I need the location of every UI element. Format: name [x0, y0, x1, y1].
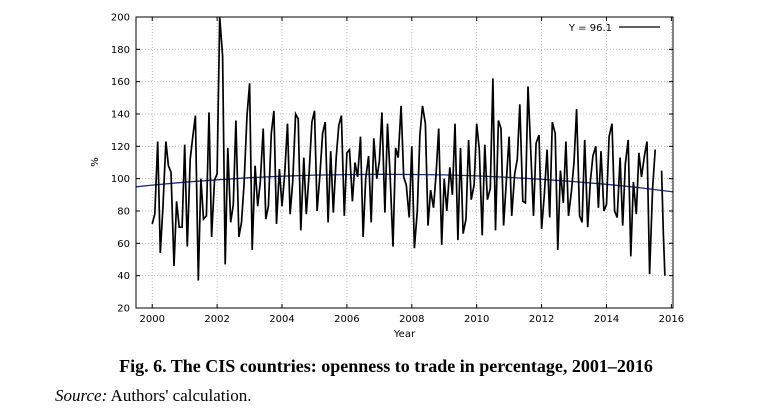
- y-tick-label: 100: [111, 174, 130, 185]
- y-tick-label: 20: [117, 304, 130, 315]
- x-tick-label: 2004: [269, 314, 294, 325]
- source-label: Source:: [55, 386, 108, 405]
- figure-caption: Fig. 6. The CIS countries: openness to t…: [119, 356, 653, 376]
- source-text: Authors' calculation.: [107, 386, 252, 405]
- x-tick-label: 2008: [399, 314, 424, 325]
- y-tick-label: 160: [111, 77, 130, 88]
- y-tick-label: 120: [111, 142, 130, 153]
- chart: 20 40 60 80 100 120 140 160 180 200 2000 2002 2004 20…: [90, 13, 684, 341]
- plot-frame: [135, 16, 674, 309]
- y-axis-label: %: [90, 157, 101, 167]
- y-tick-label: 40: [117, 271, 130, 282]
- y-tick-label: 200: [111, 13, 130, 24]
- x-tick-label: 2014: [594, 314, 619, 325]
- x-tick-label: 2006: [334, 314, 359, 325]
- series-line: [151, 16, 657, 281]
- x-tick-label: 2010: [464, 314, 489, 325]
- figure-source: Source: Authors' calculation.: [55, 386, 251, 406]
- series-group: [151, 16, 666, 281]
- series-line: [660, 170, 666, 276]
- y-tick-label: 140: [111, 110, 130, 121]
- x-tick-label: 2016: [659, 314, 684, 325]
- legend-label: Y = 96.1: [568, 23, 612, 34]
- x-axis-label: Year: [393, 329, 416, 340]
- legend: Y = 96.1: [568, 23, 660, 34]
- axis-ticks: 20 40 60 80 100 120 140 160 180 200 2000 2002 2004 20…: [111, 13, 684, 326]
- y-tick-label: 180: [111, 45, 130, 56]
- x-tick-label: 2012: [529, 314, 554, 325]
- x-tick-label: 2002: [204, 314, 229, 325]
- x-tick-label: 2000: [139, 314, 164, 325]
- y-tick-label: 80: [117, 207, 130, 218]
- y-tick-label: 60: [117, 239, 130, 250]
